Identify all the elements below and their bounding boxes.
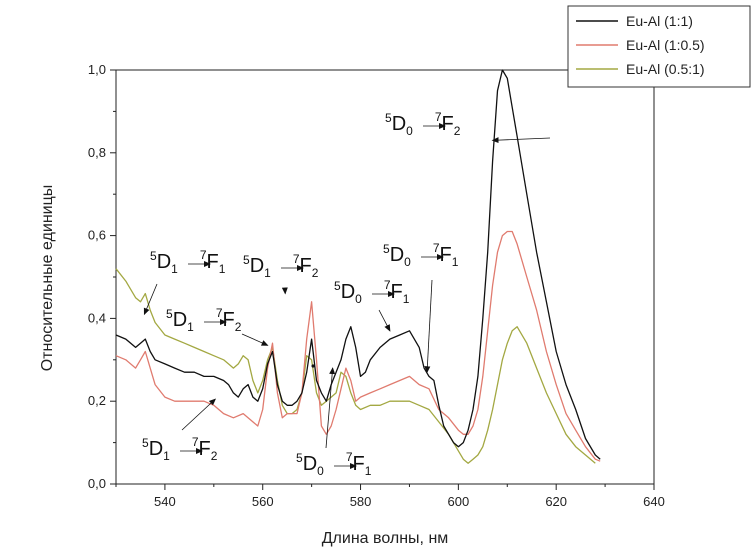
pointer-arrow — [241, 333, 269, 346]
annotation-label: 5D17F2 — [243, 252, 319, 280]
plot-area — [115, 69, 655, 485]
legend-label-1-0.5: Eu-Al (1:0.5) — [626, 37, 705, 53]
annotation-d1f1_left: 5D17F1 — [143, 248, 226, 316]
pointer-arrow — [378, 309, 391, 332]
pointer-arrow — [325, 367, 336, 449]
annotation-d0f1_mid: 5D07F1 — [334, 278, 410, 332]
x-tick-label: 640 — [643, 494, 665, 509]
annotation-d1f2_low: 5D17F2 — [142, 398, 218, 463]
annotation-d0f1_right: 5D07F1 — [383, 241, 459, 374]
transition-annotations: 5D07F25D17F15D17F25D17F25D07F15D07F15D17… — [142, 110, 551, 478]
axis-ticks: 540 560 580 600 620 640 0,0 0,2 0,4 0,6 0,8 1,0 — [88, 62, 665, 509]
y-tick-label: 0,6 — [88, 228, 106, 243]
annotation-d0f1_low: 5D07F1 — [296, 367, 372, 478]
annotation-label: 5D17F2 — [166, 306, 242, 334]
legend-label-1-1: Eu-Al (1:1) — [626, 13, 693, 29]
peak-marker — [311, 364, 315, 368]
annotation-d1f2_mid: 5D17F2 — [166, 306, 269, 346]
annotation-label: 5D17F2 — [142, 435, 218, 463]
series-lines — [115, 69, 601, 464]
series-line-0 — [115, 69, 601, 460]
pointer-arrow — [491, 137, 551, 144]
x-axis-label: Длина волны, нм — [322, 530, 449, 547]
legend: Eu-Al (1:1) Eu-Al (1:0.5) Eu-Al (0.5:1) — [567, 5, 751, 88]
x-tick-label: 560 — [252, 494, 274, 509]
legend-box — [567, 5, 751, 88]
annotation-label: 5D17F1 — [150, 248, 226, 276]
series-line-2 — [115, 268, 596, 464]
annotation-d0f2_main: 5D07F2 — [385, 110, 551, 144]
y-tick-label: 0,0 — [88, 476, 106, 491]
y-tick-label: 0,8 — [88, 145, 106, 160]
pointer-arrow — [181, 398, 217, 431]
legend-label-0.5-1: Eu-Al (0.5:1) — [626, 61, 705, 77]
x-tick-label: 540 — [154, 494, 176, 509]
annotation-label: 5D07F1 — [383, 241, 459, 269]
pointer-arrow — [424, 279, 433, 374]
y-axis-label: Относительные единицы — [39, 185, 56, 372]
y-tick-label: 1,0 — [88, 62, 106, 77]
annotation-d1f2_top: 5D17F2 — [243, 252, 319, 295]
annotation-label: 5D07F1 — [334, 278, 410, 306]
x-tick-label: 620 — [545, 494, 567, 509]
x-tick-label: 580 — [350, 494, 372, 509]
y-tick-label: 0,4 — [88, 310, 106, 325]
pointer-arrow — [143, 283, 158, 316]
annotation-label: 5D07F2 — [385, 110, 461, 138]
annotation-label: 5D07F1 — [296, 450, 372, 478]
y-tick-label: 0,2 — [88, 393, 106, 408]
x-tick-label: 600 — [448, 494, 470, 509]
